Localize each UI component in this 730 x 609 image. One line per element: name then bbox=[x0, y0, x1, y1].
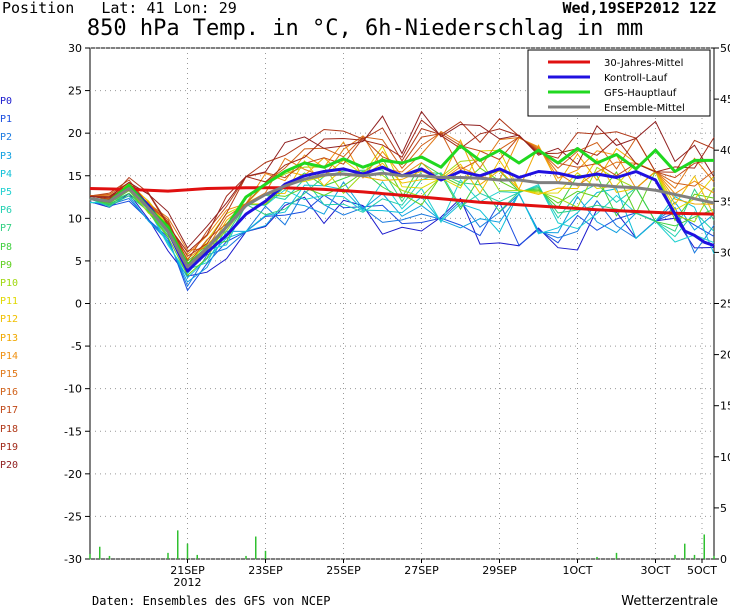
member-label-p8: P8 bbox=[0, 241, 13, 253]
series-line-ensemble-mittel bbox=[89, 171, 715, 269]
series-line-kontroll-lauf bbox=[89, 165, 715, 273]
legend-label: Ensemble-Mittel bbox=[604, 103, 685, 114]
data-source: Daten: Ensembles des GFS von NCEP bbox=[92, 594, 331, 608]
member-label-p0: P0 bbox=[0, 96, 13, 107]
x-tick-label: 3OCT bbox=[640, 564, 670, 577]
member-label-p4: P4 bbox=[0, 168, 13, 180]
member-label-p14: P14 bbox=[0, 350, 19, 362]
member-label-p2: P2 bbox=[0, 132, 13, 144]
x-year-label: 2012 bbox=[174, 576, 202, 589]
y-tick-label-right: 25 bbox=[720, 298, 730, 311]
y-tick-label-right: 5 bbox=[720, 502, 727, 515]
precip-series bbox=[89, 530, 715, 559]
member-label-p6: P6 bbox=[0, 205, 13, 217]
member-label-p19: P19 bbox=[0, 441, 19, 453]
y-tick-label-left: -5 bbox=[71, 340, 82, 353]
ensemble-member-line bbox=[89, 190, 715, 288]
member-label-p17: P17 bbox=[0, 405, 19, 417]
lon-label: Lon: bbox=[173, 0, 210, 17]
y-tick-label-left: 10 bbox=[68, 212, 82, 225]
y-tick-label-left: 25 bbox=[68, 85, 82, 98]
y-tick-label-left: -10 bbox=[64, 383, 82, 396]
x-tick-label: 27SEP bbox=[404, 564, 439, 577]
legend-label: GFS-Hauptlauf bbox=[604, 88, 677, 99]
ensemble-member-line bbox=[89, 133, 715, 262]
y-tick-label-left: 5 bbox=[75, 255, 82, 268]
x-tick-label: 21SEP bbox=[170, 564, 205, 577]
member-label-p13: P13 bbox=[0, 332, 19, 344]
member-label-p15: P15 bbox=[0, 369, 19, 380]
series-line--jahres-mittel bbox=[89, 186, 715, 216]
ensemble-member-line bbox=[89, 172, 715, 271]
x-tick-label: 29SEP bbox=[482, 564, 517, 577]
ensemble-member-line bbox=[89, 184, 715, 279]
member-label-p1: P1 bbox=[0, 114, 13, 126]
ensemble-member-line bbox=[89, 181, 715, 283]
member-label-p3: P3 bbox=[0, 150, 13, 162]
chart-title: 850 hPa Temp. in °C, 6h-Niederschlag in … bbox=[86, 16, 644, 41]
y-tick-label-right: 40 bbox=[720, 144, 730, 157]
y-tick-label-right: 30 bbox=[720, 246, 730, 259]
y-tick-label-left: 15 bbox=[68, 170, 82, 183]
y-tick-label-left: 20 bbox=[68, 127, 82, 140]
y-tick-label-right: 50 bbox=[720, 42, 730, 55]
lat-value: 41 bbox=[146, 0, 165, 17]
ensemble-member-line bbox=[89, 131, 715, 266]
ensemble-member-line bbox=[89, 194, 715, 292]
lon-value: 29 bbox=[218, 0, 237, 17]
y-tick-label-left: -20 bbox=[64, 468, 82, 481]
legend: 30-Jahres-Mittel Kontroll-Lauf GFS-Hauptla… bbox=[527, 49, 711, 117]
position-label: Position bbox=[2, 0, 75, 17]
y-tick-label-left: -15 bbox=[64, 425, 82, 438]
x-tick-label: 23SEP bbox=[248, 564, 283, 577]
y-tick-label-left: -30 bbox=[64, 553, 82, 566]
y-tick-label-left: 0 bbox=[75, 298, 82, 311]
y-tick-label-right: 35 bbox=[720, 195, 730, 208]
brand-label: Wetterzentrale bbox=[621, 594, 718, 609]
x-tick-label: 5OCT bbox=[687, 564, 717, 577]
member-label-p5: P5 bbox=[0, 187, 13, 198]
member-label-p20: P20 bbox=[0, 460, 19, 471]
member-label-p9: P9 bbox=[0, 259, 13, 271]
member-label-p16: P16 bbox=[0, 387, 19, 399]
y-tick-label-right: 45 bbox=[720, 93, 730, 106]
member-label-p18: P18 bbox=[0, 423, 19, 435]
member-label-p11: P11 bbox=[0, 296, 19, 308]
member-label-p10: P10 bbox=[0, 278, 19, 289]
member-label-p7: P7 bbox=[0, 223, 13, 235]
x-tick-label: 25SEP bbox=[326, 564, 361, 577]
lat-label: Lat: bbox=[101, 0, 138, 17]
y-tick-label-left: 30 bbox=[68, 42, 82, 55]
x-tick-label: 1OCT bbox=[562, 564, 592, 577]
y-tick-label-right: 10 bbox=[720, 451, 730, 464]
legend-label: 30-Jahres-Mittel bbox=[604, 58, 683, 69]
member-label-p12: P12 bbox=[0, 314, 19, 326]
ensemble-member-line bbox=[89, 118, 715, 258]
legend-label: Kontroll-Lauf bbox=[604, 73, 668, 84]
y-tick-label-right: 15 bbox=[720, 400, 730, 413]
run-date: Wed,19SEP2012 12Z bbox=[562, 0, 716, 17]
position-header: Position Lat: 41 Lon: 29 bbox=[2, 0, 237, 16]
ensemble-member-line bbox=[89, 139, 715, 260]
ensemble-member-line bbox=[89, 110, 715, 249]
ensemble-member-line bbox=[89, 119, 715, 253]
y-tick-label-right: 0 bbox=[720, 553, 727, 566]
y-tick-label-left: -25 bbox=[64, 510, 82, 523]
y-tick-label-right: 20 bbox=[720, 349, 730, 362]
